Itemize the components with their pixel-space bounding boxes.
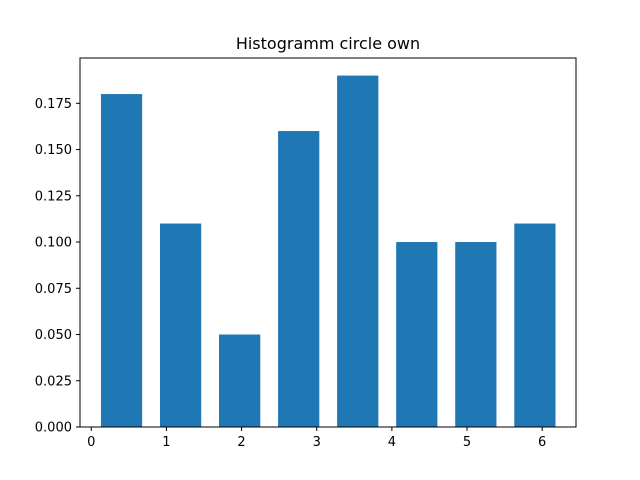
bar-1 bbox=[159, 223, 202, 427]
x-axis: 0 1 2 3 4 5 6 bbox=[87, 427, 546, 450]
bars-group bbox=[100, 75, 556, 428]
x-tick-label-0: 0 bbox=[87, 435, 95, 450]
bar-5 bbox=[396, 242, 438, 427]
y-tick-label-2: 0.050 bbox=[35, 328, 72, 343]
chart-title: Histogramm circle own bbox=[236, 34, 420, 53]
bar-6 bbox=[455, 242, 497, 427]
bar-3 bbox=[278, 131, 320, 427]
x-tick-label-4: 4 bbox=[388, 435, 396, 450]
x-tick-label-1: 1 bbox=[162, 435, 170, 450]
y-tick-label-0: 0.000 bbox=[35, 421, 72, 436]
y-tick-label-5: 0.125 bbox=[35, 189, 72, 204]
x-tick-label-5: 5 bbox=[463, 435, 471, 450]
bar-2 bbox=[219, 334, 261, 427]
bar-0 bbox=[100, 94, 143, 427]
y-tick-label-7: 0.175 bbox=[35, 97, 72, 112]
bar-4 bbox=[337, 75, 379, 428]
y-tick-label-4: 0.100 bbox=[35, 236, 72, 251]
x-tick-label-6: 6 bbox=[538, 435, 546, 450]
bar-7 bbox=[514, 223, 556, 427]
y-tick-label-3: 0.075 bbox=[35, 282, 72, 297]
y-tick-label-1: 0.025 bbox=[35, 374, 72, 389]
y-tick-label-6: 0.150 bbox=[35, 143, 72, 158]
x-tick-label-2: 2 bbox=[237, 435, 245, 450]
x-tick-label-3: 3 bbox=[313, 435, 321, 450]
y-axis: 0.000 0.025 0.050 0.075 0.100 0.125 0.150 0.175 bbox=[35, 97, 80, 436]
plot-frame bbox=[79, 57, 577, 428]
